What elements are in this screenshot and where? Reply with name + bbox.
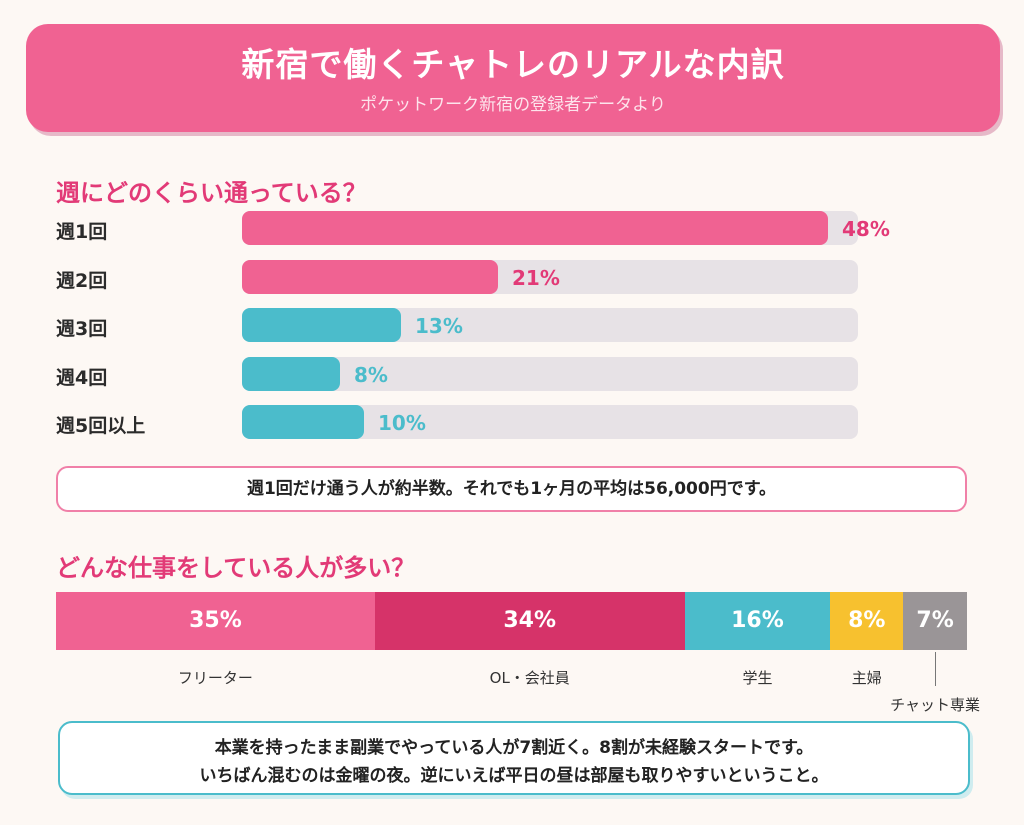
bar-segment: 7%	[903, 592, 967, 650]
category-label: 学生	[742, 669, 773, 687]
section1-note: 週1回だけ通う人が約半数。それでも1ヶ月の平均は56,000円です。	[56, 466, 967, 512]
page-title: 新宿で働くチャトレのリアルな内訳	[241, 45, 785, 84]
row-label: 週5回以上	[56, 415, 146, 437]
bar-segment: 34%	[374, 592, 685, 650]
data-label: 8%	[354, 362, 388, 387]
bar	[242, 259, 498, 294]
section2-note-line2: いちばん混むのは金曜の夜。逆にいえば平日の昼は部屋も取りやすいということ。	[199, 766, 829, 786]
category-label: OL・会社員	[489, 669, 570, 687]
row-label: 週4回	[56, 366, 108, 389]
data-label: 21%	[512, 265, 560, 290]
bar-segment: 35%	[56, 592, 375, 650]
category-label: チャット専業	[890, 696, 981, 714]
label-leader-line	[935, 652, 936, 686]
row-label: 週3回	[56, 318, 108, 340]
section2-note-line1: 本業を持ったまま副業でやっている人が7割近く。8割が未経験スタートです。	[214, 738, 814, 758]
row-label: 週2回	[56, 269, 108, 292]
category-label: フリーター	[177, 669, 253, 687]
row-label: 週1回	[56, 221, 108, 243]
page-subtitle: ポケットワーク新宿の登録者データより	[360, 95, 666, 115]
bar	[242, 405, 364, 439]
category-label: 主婦	[851, 669, 882, 687]
bar-segment: 16%	[684, 592, 831, 650]
data-label: 48%	[842, 217, 890, 241]
header-banner: 新宿で働くチャトレのリアルな内訳 ポケットワーク新宿の登録者データより	[26, 24, 1000, 132]
section1-title: 週にどのくらい通っている？	[56, 179, 367, 207]
bar-segment: 8%	[830, 592, 904, 650]
section2-title: どんな仕事をしている人が多い？	[56, 554, 416, 582]
bar-track	[242, 356, 858, 391]
bar	[242, 211, 828, 245]
bar	[242, 308, 401, 342]
data-label: 10%	[378, 411, 426, 435]
bar	[242, 356, 340, 391]
section2-note: 本業を持ったまま副業でやっている人が7割近く。8割が未経験スタートです。 いちば…	[58, 721, 970, 795]
data-label: 13%	[415, 314, 463, 338]
